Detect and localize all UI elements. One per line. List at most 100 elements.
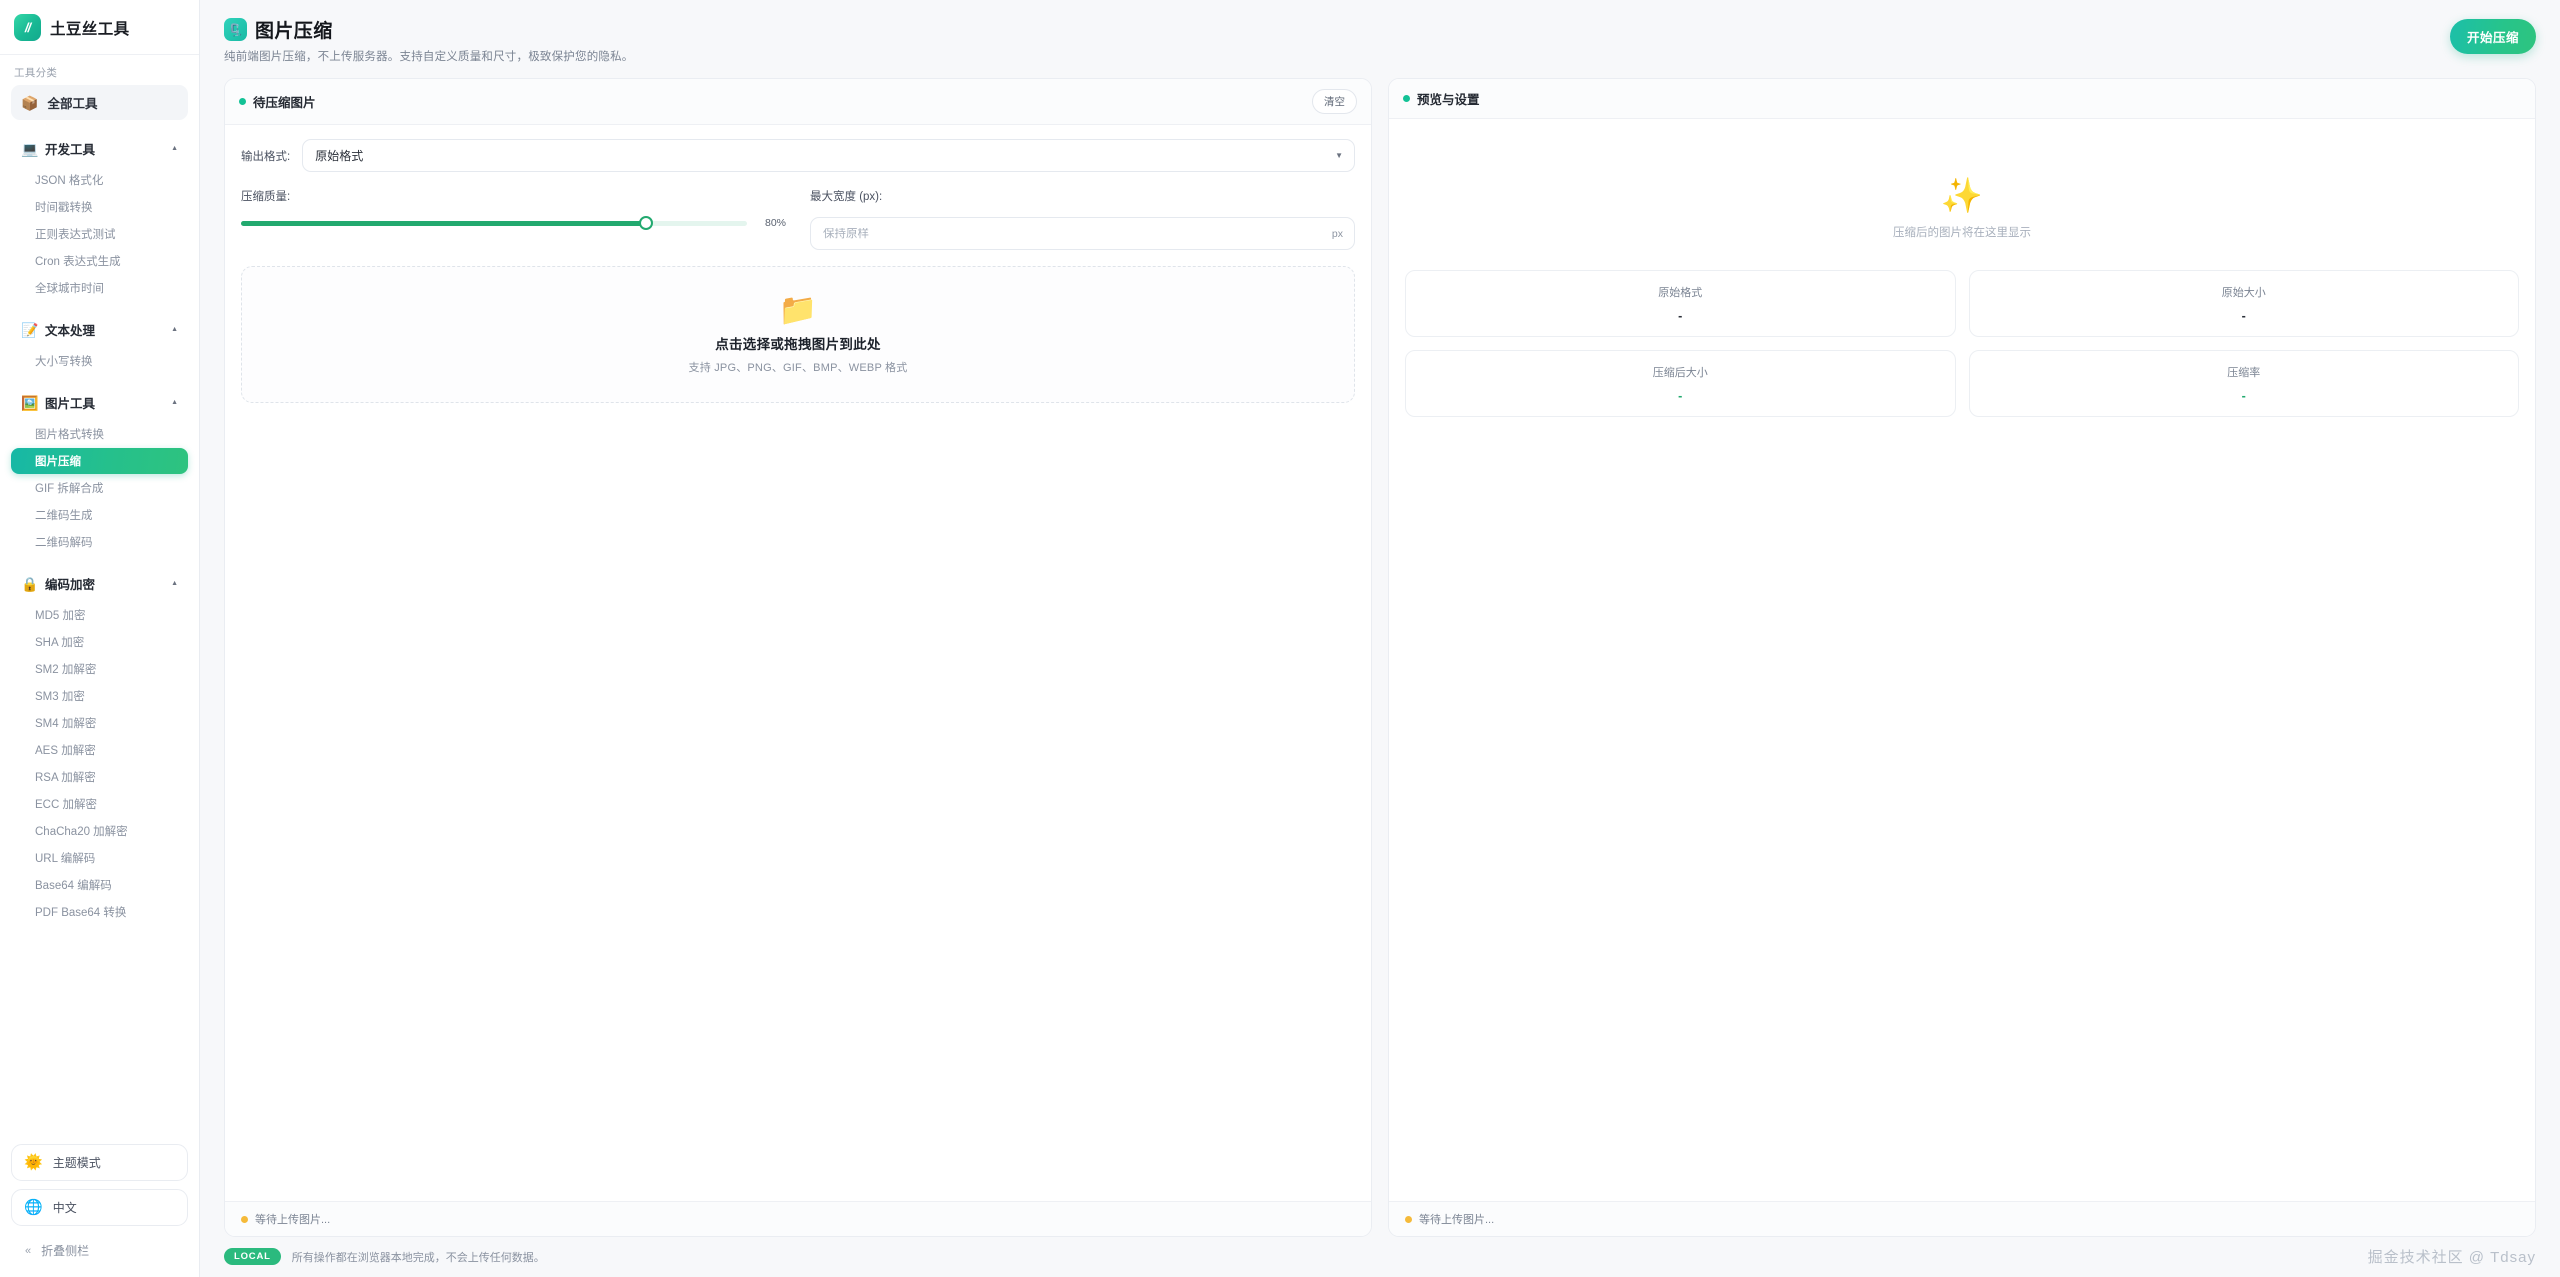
theme-mode-button[interactable]: 🌞 主题模式 [11, 1144, 188, 1181]
sidebar-category-label: 工具分类 [14, 67, 58, 79]
sidebar-item-url-codec[interactable]: URL 编解码 [35, 853, 96, 865]
double-chevron-left-icon: « [25, 1244, 32, 1257]
image-dropzone[interactable]: 📁 点击选择或拖拽图片到此处 支持 JPG、PNG、GIF、BMP、WEBP 格… [241, 266, 1355, 403]
left-panel-body: 输出格式: 原始格式 ▼ 压缩质量: [225, 125, 1371, 1201]
sidebar-item-all-tools[interactable]: 📦 全部工具 [11, 85, 188, 120]
memo-icon: 📝 [21, 321, 39, 338]
sun-icon: 🌞 [24, 1154, 43, 1171]
quality-label: 压缩质量: [241, 191, 291, 203]
compress-image-icon: 🗜️ [224, 18, 247, 41]
output-format-select[interactable]: 原始格式 ▼ [302, 139, 1355, 172]
language-label: 中文 [52, 1201, 77, 1215]
sidebar-item-sha[interactable]: SHA 加密 [35, 637, 85, 649]
footer-note: 所有操作都在浏览器本地完成，不会上传任何数据。 [291, 1251, 545, 1264]
sidebar-footer: 🌞 主题模式 🌐 中文 « 折叠侧栏 [0, 1144, 199, 1277]
sidebar-group-dev: 💻 开发工具 ▲ JSON 格式化 时间戳转换 正则表达式测试 Cron 表达式… [11, 132, 188, 301]
collapse-sidebar-button[interactable]: « 折叠侧栏 [11, 1234, 188, 1269]
right-panel-status-bar: 等待上传图片... [1389, 1201, 2535, 1236]
language-button[interactable]: 🌐 中文 [11, 1189, 188, 1226]
collapse-sidebar-label: 折叠侧栏 [41, 1244, 90, 1258]
sidebar-item-qrcode-generate[interactable]: 二维码生成 [35, 510, 93, 522]
sidebar-item-sm3[interactable]: SM3 加密 [35, 691, 85, 703]
brand[interactable]: // 土豆丝工具 [0, 0, 199, 55]
sidebar-item-image-format[interactable]: 图片格式转换 [35, 429, 104, 441]
sidebar-item-image-compress[interactable]: 图片压缩 [11, 448, 188, 474]
right-panel-header: 预览与设置 [1389, 79, 2535, 119]
max-width-column: 最大宽度 (px): px [810, 188, 1355, 250]
quality-width-row: 压缩质量: 80% 最大宽度 (px): [241, 188, 1355, 250]
laptop-icon: 💻 [21, 140, 39, 157]
start-compress-button[interactable]: 开始压缩 [2449, 19, 2536, 54]
sidebar-item-sm2[interactable]: SM2 加解密 [35, 664, 97, 676]
left-panel: 待压缩图片 清空 输出格式: 原始格式 ▼ 压缩质量: [224, 78, 1372, 1237]
output-format-label: 输出格式: [241, 150, 291, 163]
panels-row: 待压缩图片 清空 输出格式: 原始格式 ▼ 压缩质量: [200, 74, 2560, 1237]
page-footer: LOCAL 所有操作都在浏览器本地完成，不会上传任何数据。 掘金技术社区 @ T… [200, 1237, 2560, 1277]
left-panel-header: 待压缩图片 清空 [225, 79, 1371, 125]
page-subtitle: 纯前端图片压缩，不上传服务器。支持自定义质量和尺寸，极致保护您的隐私。 [224, 51, 634, 63]
sidebar-group-header-dev[interactable]: 💻 开发工具 ▲ [11, 132, 188, 165]
sidebar-item-gif-split[interactable]: GIF 拆解合成 [35, 483, 104, 495]
sidebar-group-image: 🖼️ 图片工具 ▲ 图片格式转换 图片压缩 GIF 拆解合成 二维码生成 二维码… [11, 386, 188, 555]
sidebar-group-text: 📝 文本处理 ▲ 大小写转换 [11, 313, 188, 374]
right-panel-spacer [1405, 421, 2519, 1201]
sidebar-item-chacha20[interactable]: ChaCha20 加解密 [35, 826, 128, 838]
sidebar-nav: 📦 全部工具 💻 开发工具 ▲ JSON 格式化 时间戳转换 正则表达式测试 C… [0, 85, 199, 1144]
left-panel-spacer [241, 415, 1355, 1201]
stat-label: 原始格式 [1658, 287, 1703, 299]
sidebar-group-header-text[interactable]: 📝 文本处理 ▲ [11, 313, 188, 346]
globe-icon: 🌐 [24, 1199, 43, 1216]
sidebar-item-rsa[interactable]: RSA 加解密 [35, 772, 96, 784]
sidebar-group-items: 图片格式转换 图片压缩 GIF 拆解合成 二维码生成 二维码解码 [11, 419, 188, 555]
sidebar-item-json-format[interactable]: JSON 格式化 [35, 175, 104, 187]
footer-left: LOCAL 所有操作都在浏览器本地完成，不会上传任何数据。 [224, 1248, 545, 1265]
sidebar-item-pdf-base64[interactable]: PDF Base64 转换 [35, 907, 127, 919]
page-header-text: 🗜️ 图片压缩 纯前端图片压缩，不上传服务器。支持自定义质量和尺寸，极致保护您的… [224, 16, 2450, 64]
left-panel-title: 待压缩图片 [253, 96, 316, 110]
sidebar-item-aes[interactable]: AES 加解密 [35, 745, 96, 757]
folder-icon: 📁 [778, 292, 818, 327]
local-badge: LOCAL [224, 1248, 281, 1265]
clear-button[interactable]: 清空 [1312, 89, 1357, 114]
sidebar-item-world-time[interactable]: 全球城市时间 [35, 283, 104, 295]
right-panel-status-text: 等待上传图片... [1419, 1214, 1495, 1226]
watermark: 掘金技术社区 @ Tdsay [2367, 1249, 2536, 1266]
sidebar-item-regex-test[interactable]: 正则表达式测试 [35, 229, 116, 241]
sidebar-item-cron[interactable]: Cron 表达式生成 [35, 256, 121, 268]
right-panel-header-left: 预览与设置 [1403, 89, 1480, 108]
left-panel-header-left: 待压缩图片 [239, 92, 316, 111]
quality-value: 80% [764, 217, 786, 229]
sidebar-group-label: 开发工具 [45, 143, 96, 157]
theme-mode-label: 主题模式 [52, 1156, 101, 1170]
stats-grid: 原始格式 - 原始大小 - 压缩后大小 - 压缩率 [1405, 270, 2519, 417]
page-title-row: 🗜️ 图片压缩 [224, 16, 2450, 43]
sidebar-item-base64[interactable]: Base64 编解码 [35, 880, 112, 892]
max-width-input-wrap: px [810, 217, 1355, 250]
sidebar-item-timestamp[interactable]: 时间戳转换 [35, 202, 93, 214]
max-width-input[interactable] [823, 227, 1324, 240]
sidebar-item-case-convert[interactable]: 大小写转换 [35, 356, 93, 368]
sidebar-group-header-image[interactable]: 🖼️ 图片工具 ▲ [11, 386, 188, 419]
quality-slider[interactable] [241, 216, 747, 230]
sidebar-group-label: 图片工具 [45, 397, 96, 411]
brand-name: 土豆丝工具 [50, 20, 130, 38]
sidebar-group-items: 大小写转换 [11, 346, 188, 374]
left-panel-status-bar: 等待上传图片... [225, 1201, 1371, 1236]
sidebar-group-header-crypto[interactable]: 🔒 编码加密 ▲ [11, 567, 188, 600]
sidebar-item-qrcode-decode[interactable]: 二维码解码 [35, 537, 93, 549]
sidebar-item-md5[interactable]: MD5 加密 [35, 610, 86, 622]
stat-label: 压缩率 [2227, 367, 2261, 379]
chevron-up-icon: ▲ [171, 580, 178, 587]
output-format-row: 输出格式: 原始格式 ▼ [241, 139, 1355, 172]
sidebar: // 土豆丝工具 工具分类 📦 全部工具 💻 开发工具 ▲ JSON 格式化 时… [0, 0, 200, 1277]
sidebar-item-ecc[interactable]: ECC 加解密 [35, 799, 97, 811]
quality-slider-row: 80% [241, 216, 786, 230]
quality-slider-thumb[interactable] [638, 216, 653, 230]
stat-card-original-format: 原始格式 - [1405, 270, 1956, 337]
right-panel-body: ✨ 压缩后的图片将在这里显示 原始格式 - 原始大小 - 压 [1389, 119, 2535, 1201]
chevron-up-icon: ▲ [171, 326, 178, 333]
page-title: 图片压缩 [255, 21, 333, 42]
sidebar-item-sm4[interactable]: SM4 加解密 [35, 718, 97, 730]
stat-card-original-size: 原始大小 - [1968, 270, 2519, 337]
